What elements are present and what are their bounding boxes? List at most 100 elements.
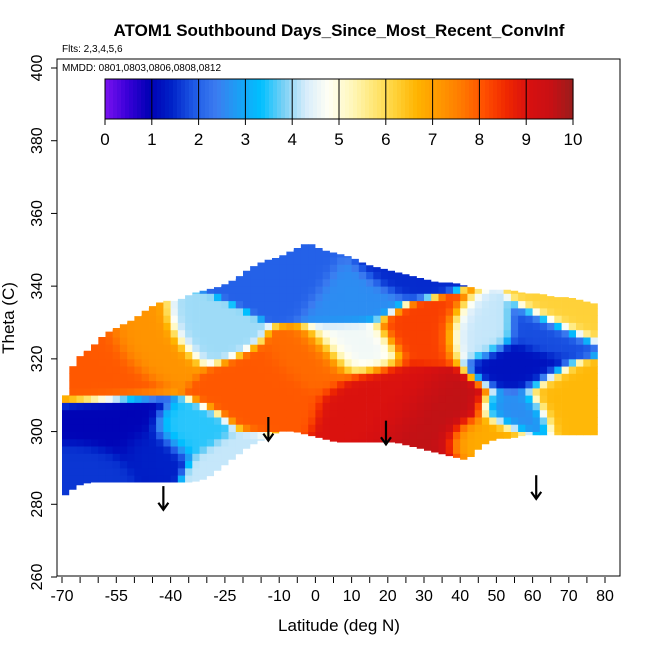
heatmap-cell [148,337,157,345]
heatmap-cell [156,308,164,316]
heatmap-cell [590,366,598,374]
heatmap-cell [76,475,85,483]
heatmap-cell [576,373,584,382]
heatmap-cell [351,337,360,345]
heatmap-cell [170,431,179,440]
heatmap-cell [98,402,106,411]
heatmap-cell [156,446,164,454]
colorbar-segment [285,79,290,119]
heatmap-cell [387,344,396,352]
heatmap-cell [496,431,504,440]
colorbar-segment [525,79,530,119]
heatmap-cell [503,337,512,345]
heatmap-cell [315,278,323,287]
heatmap-cell [156,438,164,447]
heatmap-cell [315,315,323,323]
heatmap-cell [279,264,287,272]
heatmap-cell [105,373,113,382]
colorbar-segment [505,79,510,119]
heatmap-cell [489,358,497,367]
heatmap-cell [272,380,280,389]
heatmap-cell [243,395,251,403]
heatmap-cell [322,286,331,294]
heatmap-cell [344,351,352,360]
heatmap-cell [337,380,345,389]
heatmap-cell [460,308,468,316]
heatmap-cell [409,438,418,447]
heatmap-cell [547,380,555,389]
heatmap-cell [308,402,316,411]
heatmap-cell [380,322,389,331]
heatmap-cell [453,446,461,454]
heatmap-cell [264,286,273,294]
heatmap-cell [525,322,533,331]
heatmap-cell [199,387,208,396]
heatmap-cell [402,293,410,302]
heatmap-cell [221,380,229,389]
heatmap-cell [337,278,345,287]
heatmap-cell [300,322,309,331]
heatmap-cell [329,315,338,323]
heatmap-cell [148,395,157,403]
heatmap-cell [105,438,113,447]
heatmap-cell [344,293,352,302]
heatmap-cell [554,409,562,418]
colorbar-segment [489,79,494,119]
heatmap-cell [351,424,360,432]
heatmap-cell [474,329,483,338]
heatmap-cell [583,424,591,432]
heatmap-cell [358,373,367,382]
heatmap-cell [279,417,287,425]
heatmap-cell [561,395,570,403]
heatmap-cell [134,409,142,418]
heatmap-cell [206,373,215,382]
heatmap-cell [547,373,555,382]
heatmap-cell [460,337,468,345]
heatmap-cell [358,395,367,403]
y-tick-label: 280 [29,491,46,518]
heatmap-cell [272,300,280,309]
heatmap-cell [221,424,229,432]
heatmap-cell [496,337,504,345]
heatmap-cell [214,300,222,309]
heatmap-cell [590,337,598,345]
colorbar-segment [105,79,110,119]
heatmap-cell [235,366,244,374]
heatmap-cell [402,387,410,396]
heatmap-cell [235,402,244,411]
heatmap-cell [518,409,526,418]
arrow-markers [157,417,543,512]
colorbar-segment [521,79,526,119]
heatmap-cell [460,387,468,396]
heatmap-cell [539,402,548,411]
heatmap-cell [206,322,215,331]
heatmap-cell [409,417,418,425]
heatmap-cell [329,351,338,360]
heatmap-cell [344,337,352,345]
heatmap-cell [344,286,352,294]
heatmap-cell [525,387,533,396]
heatmap-cell [518,293,526,302]
heatmap-cell [402,417,410,425]
heatmap-cell [206,395,215,403]
heatmap-cell [83,395,92,403]
heatmap-cell [192,438,200,447]
heatmap-cell [460,351,468,360]
heatmap-cell [228,278,237,287]
heatmap-cell [315,402,323,411]
heatmap-cell [496,293,504,302]
heatmap-cell [76,453,85,462]
heatmap-cell [98,395,106,403]
down-arrow-icon [380,420,392,447]
heatmap-cell [395,438,403,447]
heatmap-cell [293,286,302,294]
heatmap-cell [373,329,381,338]
heatmap-cell [315,395,323,403]
heatmap-cell [467,417,475,425]
heatmap-cell [279,424,287,432]
heatmap-cell [206,431,215,440]
colorbar-segment [321,79,326,119]
heatmap-cell [192,351,200,360]
heatmap-cell [424,329,432,338]
heatmap-cell [539,344,548,352]
